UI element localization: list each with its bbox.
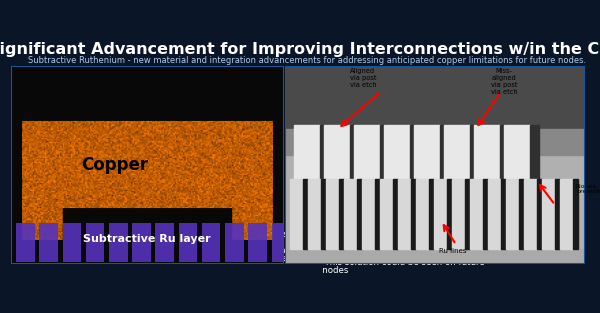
Bar (357, 179, 361, 249)
Text: Subtractive Ruthenium - new material and integration advancements for addressing: Subtractive Ruthenium - new material and… (28, 56, 587, 65)
Bar (429, 179, 433, 249)
Text: •  Intel Foundry is first to demonstrate, R&D test vehicles of a practical cost: • Intel Foundry is first to demonstrate,… (81, 230, 409, 239)
Bar (132, 223, 151, 263)
Bar (519, 179, 523, 249)
Bar (375, 179, 380, 249)
Bar (530, 126, 539, 181)
Bar (86, 223, 104, 263)
Bar (354, 126, 380, 181)
Bar (499, 126, 509, 181)
Bar (444, 126, 470, 181)
Bar (452, 179, 465, 249)
Text: •  This solution could be seen on future: • This solution could be seen on future (314, 258, 484, 267)
Bar (62, 223, 81, 263)
Text: Aligned
via post
via etch: Aligned via post via etch (350, 68, 376, 88)
Bar (321, 179, 325, 249)
Bar (398, 179, 411, 249)
Text: Subtractive Ru layer: Subtractive Ru layer (83, 233, 211, 244)
Bar (504, 126, 530, 181)
Bar (380, 126, 389, 181)
Bar (384, 126, 409, 181)
Bar (339, 179, 343, 249)
Bar (415, 179, 429, 249)
Bar (439, 126, 449, 181)
Bar (411, 179, 415, 249)
Bar (433, 179, 447, 249)
Bar (555, 179, 560, 249)
Bar (308, 179, 321, 249)
Bar (361, 179, 375, 249)
Bar (202, 223, 220, 263)
Text: at pitches < 25 nm.: at pitches < 25 nm. (314, 246, 407, 255)
Bar (285, 129, 585, 155)
Bar (303, 179, 308, 249)
Bar (294, 126, 320, 181)
Text: •  The process is capable of providing up to: • The process is capable of providing up… (314, 230, 502, 239)
Bar (179, 223, 197, 263)
Bar (474, 126, 499, 181)
Bar (248, 223, 267, 263)
Text: vias, or self-aligned via flows that require selective etches: vias, or self-aligned via flows that req… (81, 254, 340, 263)
Text: Ru lines: Ru lines (439, 248, 467, 254)
Text: Copper: Copper (81, 156, 148, 174)
Bar (272, 223, 290, 263)
Bar (537, 179, 542, 249)
Bar (501, 179, 505, 249)
Bar (155, 223, 174, 263)
Bar (285, 249, 585, 264)
Bar (505, 179, 519, 249)
Bar (325, 179, 339, 249)
Bar (40, 223, 58, 263)
Bar (487, 179, 501, 249)
Bar (447, 179, 452, 249)
Bar (290, 179, 303, 249)
Bar (414, 126, 439, 181)
Text: does not require expensive lithographic airgap exclusion zones around: does not require expensive lithographic … (81, 246, 395, 255)
Bar (542, 179, 555, 249)
Text: No via
breakthru: No via breakthru (576, 183, 600, 194)
Bar (409, 126, 419, 181)
Bar (285, 66, 585, 129)
Bar (483, 179, 487, 249)
Text: Significant Advancement for Improving Interconnections w/in the Chip: Significant Advancement for Improving In… (0, 42, 600, 57)
Bar (16, 223, 35, 263)
Bar (470, 179, 483, 249)
Bar (523, 179, 537, 249)
Text: efficient and HVM-compatible subtractive Ru process with airgaps that: efficient and HVM-compatible subtractive… (81, 238, 395, 247)
Bar (324, 126, 349, 181)
Bar (349, 126, 359, 181)
Bar (470, 126, 479, 181)
Text: Miss-
aligned
via post
via etch: Miss- aligned via post via etch (491, 68, 517, 95)
Bar (393, 179, 398, 249)
Bar (343, 179, 357, 249)
Bar (320, 126, 329, 181)
Bar (465, 179, 470, 249)
Bar (225, 223, 244, 263)
Bar (560, 179, 573, 249)
Bar (109, 223, 128, 263)
Bar (573, 179, 577, 249)
Text: nodes: nodes (314, 266, 348, 275)
Text: 25% capacitance at matched resistance: 25% capacitance at matched resistance (314, 238, 496, 247)
Bar (380, 179, 393, 249)
